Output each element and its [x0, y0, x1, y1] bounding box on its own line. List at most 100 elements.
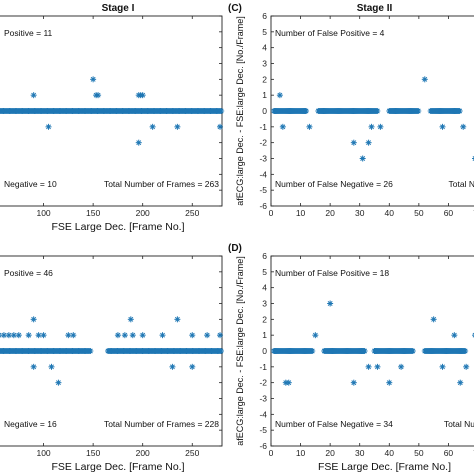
data-point — [48, 363, 55, 370]
y-tick-label: -3 — [259, 394, 267, 404]
y-tick-label: 0 — [262, 346, 267, 356]
data-point — [159, 332, 166, 339]
panel-label: (C) — [228, 3, 242, 14]
x-tick-label: 100 — [36, 208, 50, 218]
data-point-zero — [409, 348, 416, 354]
data-point-zero — [456, 108, 463, 114]
data-point — [30, 363, 37, 370]
panel-label: (D) — [228, 243, 242, 254]
annotation-false-negative: Negative = 10 — [4, 179, 57, 189]
annotation-false-negative: Negative = 16 — [4, 419, 57, 429]
data-point — [15, 332, 22, 339]
y-tick-label: 4 — [262, 283, 267, 293]
y-tick-label: 4 — [262, 43, 267, 53]
x-tick-label: 100 — [36, 448, 50, 458]
data-point — [204, 332, 211, 339]
annotation-total-frames: Total Number of Frames = 228 — [104, 419, 219, 429]
annotation-false-negative: Number of False Negative = 26 — [275, 179, 393, 189]
x-tick-label: 20 — [325, 208, 335, 218]
data-point — [276, 92, 283, 99]
x-tick-label: 30 — [355, 208, 365, 218]
data-point — [350, 379, 357, 386]
y-tick-label: -4 — [259, 409, 267, 419]
data-point — [368, 123, 375, 130]
annotation-false-negative: Number of False Negative = 34 — [275, 419, 393, 429]
data-point — [312, 332, 319, 339]
data-point — [359, 155, 366, 162]
annotation-false-positive: Number of False Positive = 4 — [275, 28, 385, 38]
data-point — [439, 363, 446, 370]
x-tick-label: 0 — [269, 208, 274, 218]
data-point — [139, 332, 146, 339]
x-tick-label: 10 — [296, 448, 306, 458]
data-point — [217, 332, 224, 339]
y-tick-label: -4 — [259, 169, 267, 179]
y-tick-label: 5 — [262, 27, 267, 37]
data-point — [365, 363, 372, 370]
y-tick-label: -6 — [259, 441, 267, 451]
data-point — [90, 76, 97, 83]
data-point — [463, 363, 470, 370]
x-tick-label: 150 — [86, 448, 100, 458]
y-tick-label: 1 — [262, 90, 267, 100]
x-tick-label: 250 — [185, 448, 199, 458]
x-axis-label: FSE Large Dec. [Frame No.] — [51, 221, 184, 233]
x-axis-label: FSE Large Dec. [Frame No.] — [51, 461, 184, 473]
annotation-false-positive: Number of False Positive = 18 — [275, 268, 389, 278]
data-point — [306, 123, 313, 130]
x-tick-label: 60 — [444, 448, 454, 458]
y-axis-label: afECG:large Dec. - FSE:large Dec. [No./F… — [235, 256, 245, 446]
x-tick-label: 50 — [414, 448, 424, 458]
data-point — [135, 139, 142, 146]
y-tick-label: -5 — [259, 425, 267, 435]
data-point — [55, 379, 62, 386]
y-tick-label: -2 — [259, 378, 267, 388]
data-point — [457, 379, 464, 386]
x-tick-label: 10 — [296, 208, 306, 218]
data-point-zero — [218, 108, 225, 114]
data-point-zero — [361, 348, 368, 354]
data-point-zero — [87, 348, 94, 354]
y-tick-label: 2 — [262, 314, 267, 324]
data-point — [30, 316, 37, 323]
data-point — [421, 76, 428, 83]
y-tick-label: -2 — [259, 138, 267, 148]
annotation-total-frames: Total Nu — [444, 419, 474, 429]
data-point-zero — [415, 108, 422, 114]
x-axis-label: FSE Large Dec. [Frame No.] — [318, 461, 451, 473]
panel-2: Stage II(C)010203040506070-6-5-4-3-2-101… — [228, 3, 474, 218]
data-point — [95, 92, 102, 99]
y-tick-label: 2 — [262, 74, 267, 84]
data-point — [386, 379, 393, 386]
data-point — [70, 332, 77, 339]
x-tick-label: 60 — [444, 208, 454, 218]
y-tick-label: 3 — [262, 59, 267, 69]
data-point-zero — [462, 348, 469, 354]
panel-4: (D)010203040506070-6-5-4-3-2-10123456FSE… — [228, 243, 474, 473]
y-tick-label: 1 — [262, 330, 267, 340]
x-tick-label: 200 — [136, 448, 150, 458]
data-point — [174, 316, 181, 323]
data-point — [149, 123, 156, 130]
data-point — [350, 139, 357, 146]
x-tick-label: 40 — [385, 208, 395, 218]
data-point — [217, 123, 224, 130]
annotation-false-positive: Positive = 46 — [4, 268, 53, 278]
data-point — [377, 123, 384, 130]
data-point — [374, 363, 381, 370]
data-point — [189, 332, 196, 339]
annotation-total-frames: Total N — [449, 179, 474, 189]
x-tick-label: 40 — [385, 448, 395, 458]
data-point-zero — [303, 108, 310, 114]
x-tick-label: 20 — [325, 448, 335, 458]
data-point — [25, 332, 32, 339]
data-point-zero — [309, 348, 316, 354]
data-point — [40, 332, 47, 339]
y-axis-label: afECG:large Dec. - FSE:large Dec. [No./F… — [235, 16, 245, 206]
x-tick-label: 200 — [136, 208, 150, 218]
y-tick-label: 6 — [262, 251, 267, 261]
y-tick-label: -3 — [259, 154, 267, 164]
x-tick-label: 30 — [355, 448, 365, 458]
